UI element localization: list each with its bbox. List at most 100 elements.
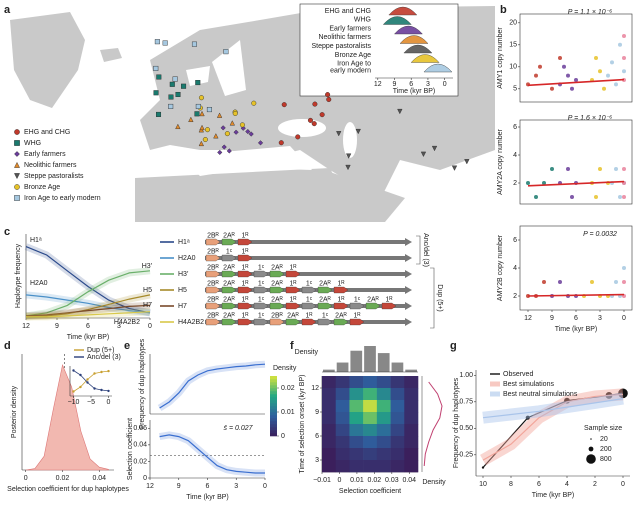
map-marker: [188, 116, 194, 122]
heat-cell: [404, 376, 419, 389]
gene: [221, 302, 237, 310]
size-legend-marker: [590, 438, 592, 440]
map-marker: [162, 40, 168, 46]
point: [598, 69, 602, 74]
plot-frame: [519, 119, 633, 205]
size-legend-label: 200: [600, 446, 612, 453]
legend-marker: [14, 140, 20, 146]
map-marker: [311, 121, 317, 127]
gene: [317, 302, 333, 310]
map-marker: [251, 100, 257, 106]
gene-label: 1ᴿ: [289, 264, 297, 271]
sea: [212, 40, 246, 96]
point: [107, 389, 110, 393]
map-marker: [169, 81, 175, 87]
group-label: Dup (5+): [436, 284, 443, 311]
colorbar-cell: [270, 400, 277, 404]
line: [159, 363, 266, 409]
colorbar-cell: [270, 382, 277, 386]
point: [622, 195, 626, 199]
point: [618, 195, 622, 199]
x-tick-label: 6: [86, 323, 90, 330]
gene-label: 1ᴿ: [353, 312, 361, 319]
gene-label: 2Aᴿ: [223, 280, 236, 287]
heat-cell: [322, 388, 337, 401]
point: [622, 167, 626, 171]
map-marker: [202, 137, 208, 143]
y-tick-label: 10: [509, 64, 517, 71]
map-marker: [213, 133, 219, 139]
heat-cell: [349, 376, 364, 389]
gene-label: 1ᴿ: [241, 312, 249, 319]
y-tick-label: 20: [509, 20, 517, 27]
legend-marker: [14, 184, 20, 190]
gene-label: 2Bᴿ: [207, 264, 220, 271]
heat-cell: [322, 400, 337, 413]
gene-label: 1ᴿ: [289, 280, 297, 287]
colorbar-cell: [270, 388, 277, 392]
gene-label: 2Aᴿ: [223, 296, 236, 303]
y-axis-label: Posterior density: [11, 385, 18, 438]
gene: [317, 286, 333, 294]
map-marker: [325, 92, 331, 98]
x-tick-label: 0.04: [402, 477, 416, 484]
point: [79, 385, 82, 389]
gene: [205, 254, 221, 262]
gene-label: 1ᴿ: [337, 296, 345, 303]
x-tick-label: 6: [574, 315, 578, 322]
gene: [253, 286, 269, 294]
heat-cell: [390, 400, 405, 413]
point: [570, 195, 574, 199]
gene: [205, 302, 221, 310]
gene: [237, 302, 253, 310]
heat-cell: [376, 400, 391, 413]
heat-cell: [349, 424, 364, 437]
colorbar-cell: [270, 403, 277, 407]
size-legend-marker: [586, 454, 596, 464]
land: [10, 12, 85, 108]
line: [25, 270, 151, 317]
gene: [269, 270, 285, 278]
heat-cell: [322, 376, 337, 389]
x-tick-label: 12: [146, 483, 154, 490]
x-tick-label: 9: [177, 483, 181, 490]
legend-marker: [14, 151, 20, 157]
point: [550, 167, 554, 171]
x-tick-label: −10: [68, 399, 80, 406]
bracket: [416, 235, 421, 265]
map-marker: [345, 164, 351, 171]
gene-label: 1ᶜ: [226, 248, 233, 255]
gene: [333, 286, 349, 294]
colorbar-cell: [270, 412, 277, 416]
y-tick-label: 9: [315, 409, 319, 416]
gene-label: 2Aᴿ: [287, 312, 300, 319]
point: [566, 167, 570, 171]
gene: [221, 270, 237, 278]
map-marker: [346, 153, 352, 159]
gene-label: 2Aᴿ: [319, 296, 332, 303]
gene: [205, 238, 221, 246]
heat-cell: [404, 400, 419, 413]
map-marker: [248, 131, 254, 137]
heat-cell: [322, 412, 337, 425]
y-tick-label: 6: [513, 124, 517, 131]
map-marker: [181, 83, 187, 89]
line: [25, 246, 151, 314]
map-marker: [221, 144, 227, 150]
heat-cell: [322, 424, 337, 437]
y-tick-label: 2: [513, 180, 517, 187]
y-tick-label: 6: [513, 237, 517, 244]
map-marker: [319, 112, 325, 118]
colorbar-cell: [270, 418, 277, 422]
heat-cell: [349, 448, 364, 461]
panel-label: c: [4, 226, 10, 238]
panel-label: a: [4, 4, 11, 16]
tick-label: 3: [426, 81, 430, 88]
x-tick-label: 0.04: [92, 475, 106, 482]
point: [100, 388, 103, 392]
y-tick-label: 0: [143, 475, 147, 482]
legend-label: Dup (5+): [87, 347, 114, 354]
legend-marker: [14, 173, 20, 180]
land: [163, 66, 188, 104]
gene-label: 2Bᴿ: [207, 232, 220, 239]
